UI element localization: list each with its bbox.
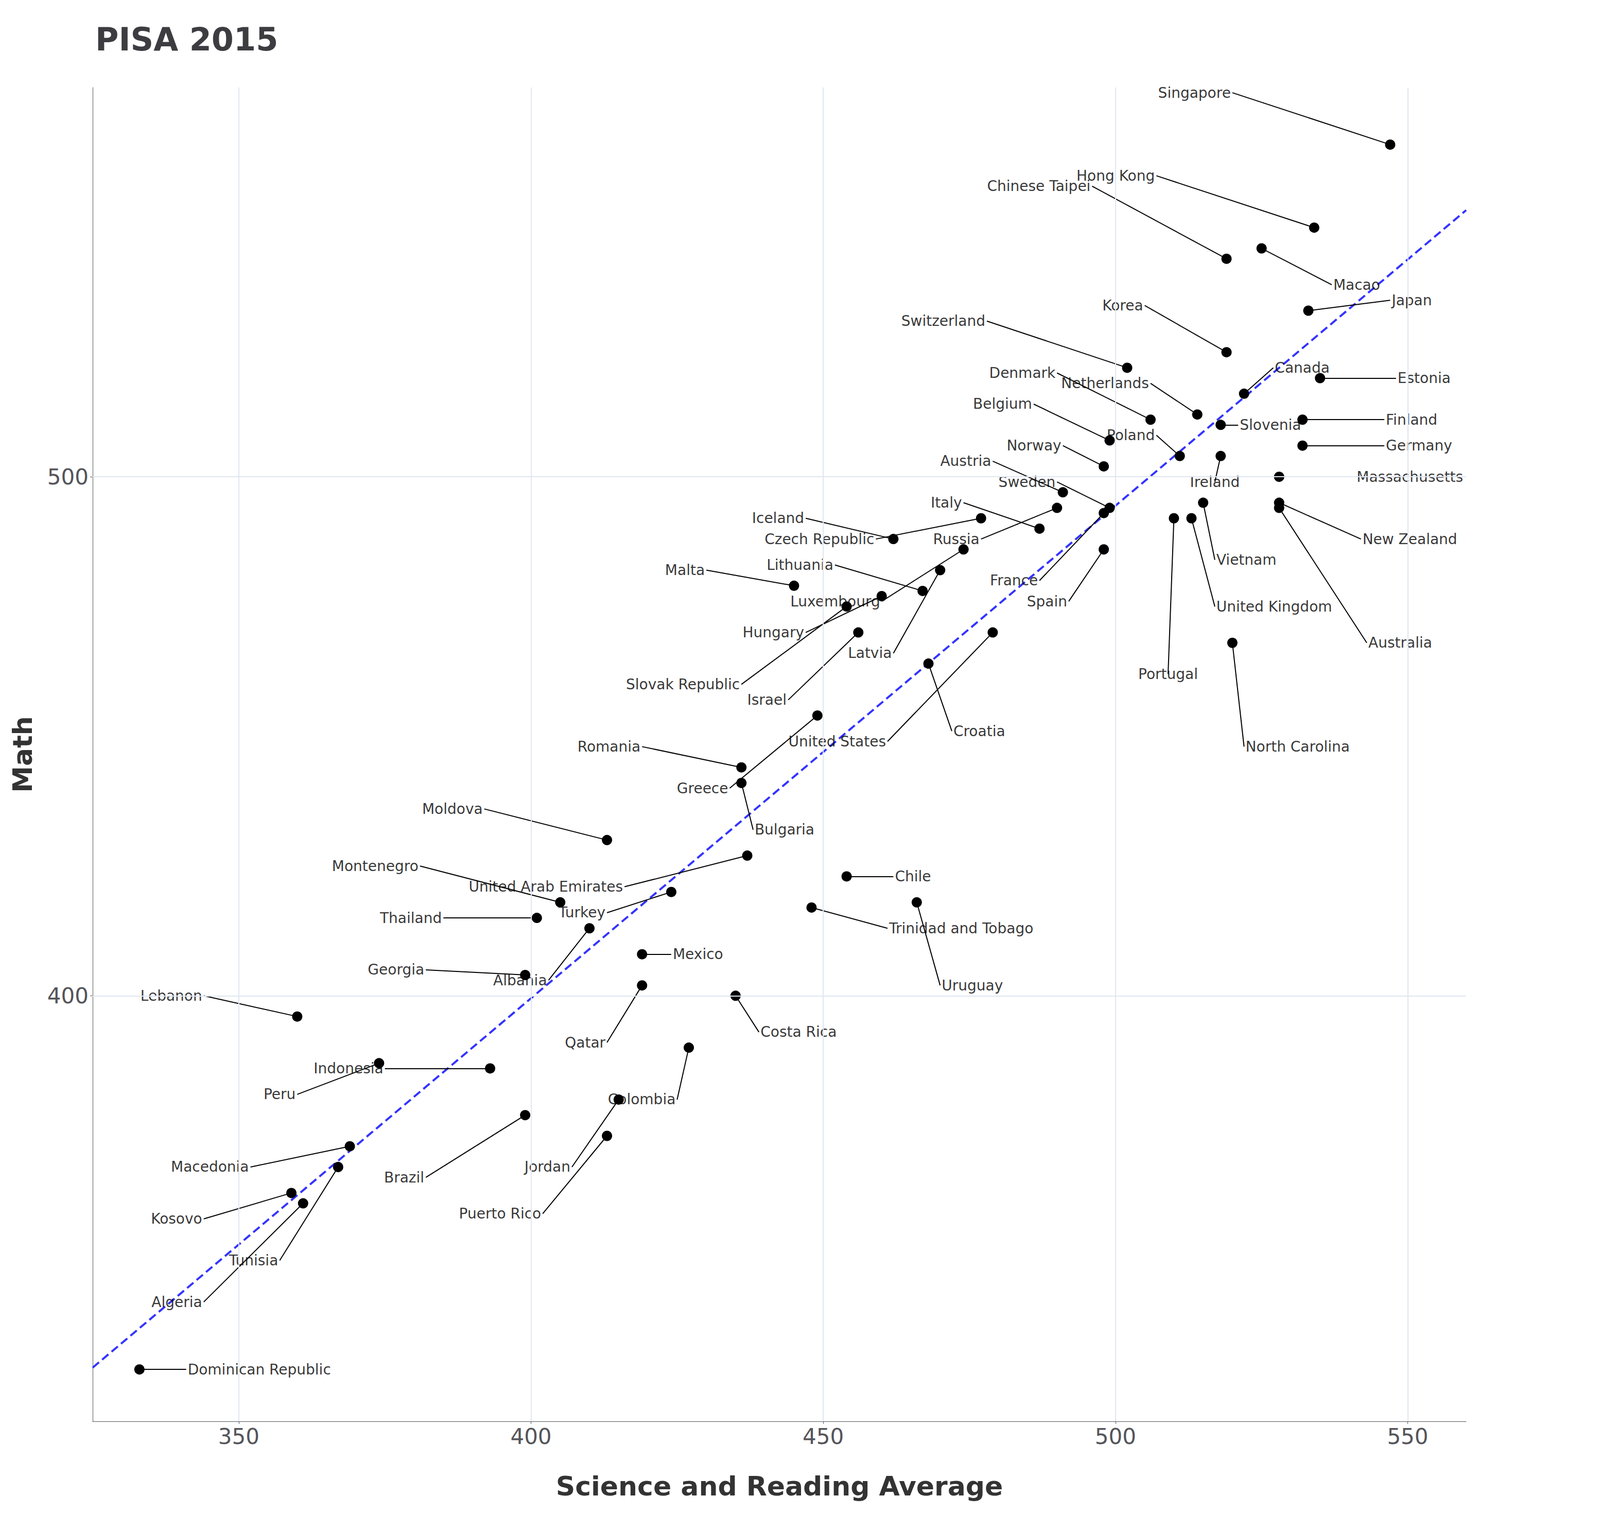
svg-text:Slovak Republic: Slovak Republic xyxy=(625,675,740,693)
svg-text:Mexico: Mexico xyxy=(672,945,724,963)
svg-text:Slovenia: Slovenia xyxy=(1239,416,1301,434)
svg-text:Macedonia: Macedonia xyxy=(170,1158,250,1176)
svg-text:Uruguay: Uruguay xyxy=(941,977,1003,995)
svg-text:450: 450 xyxy=(802,1423,844,1450)
svg-text:Ireland: Ireland xyxy=(1189,473,1240,491)
svg-text:Qatar: Qatar xyxy=(564,1034,606,1052)
svg-text:Montenegro: Montenegro xyxy=(332,857,419,875)
svg-text:Singapore: Singapore xyxy=(1158,84,1231,102)
svg-text:New Zealand: New Zealand xyxy=(1362,530,1458,548)
svg-text:Jordan: Jordan xyxy=(523,1158,571,1176)
svg-text:Moldova: Moldova xyxy=(422,800,483,818)
svg-text:Peru: Peru xyxy=(263,1085,296,1103)
svg-text:Canada: Canada xyxy=(1274,359,1330,377)
svg-text:Italy: Italy xyxy=(930,494,963,512)
svg-text:Luxembourg: Luxembourg xyxy=(790,593,881,611)
svg-text:Science and Reading Average: Science and Reading Average xyxy=(555,1470,1004,1502)
svg-text:Estonia: Estonia xyxy=(1397,369,1451,387)
svg-text:Belgium: Belgium xyxy=(972,395,1033,413)
svg-text:Greece: Greece xyxy=(676,779,729,797)
svg-text:Vietnam: Vietnam xyxy=(1216,551,1277,569)
svg-text:350: 350 xyxy=(218,1423,260,1450)
svg-text:United Arab Emirates: United Arab Emirates xyxy=(468,878,624,896)
svg-text:Albania: Albania xyxy=(493,971,548,989)
svg-text:PISA 2015: PISA 2015 xyxy=(95,20,278,59)
svg-text:Japan: Japan xyxy=(1390,291,1432,309)
svg-text:Sweden: Sweden xyxy=(998,473,1056,491)
svg-text:Finland: Finland xyxy=(1385,411,1438,429)
svg-text:Hungary: Hungary xyxy=(742,623,805,641)
svg-text:Turkey: Turkey xyxy=(558,903,606,921)
svg-text:France: France xyxy=(989,571,1038,589)
svg-text:Chinese Taipei: Chinese Taipei xyxy=(986,177,1091,195)
svg-text:Romania: Romania xyxy=(577,738,641,756)
svg-text:Netherlands: Netherlands xyxy=(1061,374,1150,392)
svg-text:Korea: Korea xyxy=(1102,297,1143,315)
svg-text:Tunisia: Tunisia xyxy=(228,1251,279,1269)
svg-text:Massachusetts: Massachusetts xyxy=(1356,468,1464,486)
svg-text:Indonesia: Indonesia xyxy=(313,1059,384,1077)
svg-text:Bulgaria: Bulgaria xyxy=(754,821,815,839)
svg-text:400: 400 xyxy=(510,1423,552,1450)
svg-text:Poland: Poland xyxy=(1106,426,1155,444)
svg-text:Austria: Austria xyxy=(940,452,991,470)
svg-text:400: 400 xyxy=(47,983,89,1009)
svg-text:Chile: Chile xyxy=(894,867,931,885)
svg-text:550: 550 xyxy=(1386,1423,1429,1450)
svg-text:Dominican Republic: Dominican Republic xyxy=(187,1361,332,1379)
svg-text:Switzerland: Switzerland xyxy=(901,312,986,330)
svg-text:Trinidad and Tobago: Trinidad and Tobago xyxy=(888,919,1034,937)
svg-text:Puerto Rico: Puerto Rico xyxy=(459,1205,542,1223)
svg-text:Russia: Russia xyxy=(933,530,980,548)
svg-text:United Kingdom: United Kingdom xyxy=(1216,598,1333,616)
svg-text:Costa Rica: Costa Rica xyxy=(760,1023,837,1041)
svg-text:Australia: Australia xyxy=(1368,634,1433,652)
svg-text:Georgia: Georgia xyxy=(367,961,425,979)
svg-text:Brazil: Brazil xyxy=(384,1169,425,1187)
svg-text:Math: Math xyxy=(7,716,39,793)
svg-text:Lithuania: Lithuania xyxy=(766,556,834,574)
svg-text:Czech Republic: Czech Republic xyxy=(764,530,875,548)
svg-text:Portugal: Portugal xyxy=(1138,665,1198,683)
svg-text:Iceland: Iceland xyxy=(752,509,805,527)
svg-text:Spain: Spain xyxy=(1027,593,1068,611)
svg-text:Denmark: Denmark xyxy=(989,364,1056,382)
svg-text:Thailand: Thailand xyxy=(379,909,442,927)
svg-text:500: 500 xyxy=(47,464,89,490)
svg-text:Kosovo: Kosovo xyxy=(150,1210,203,1228)
svg-text:Macao: Macao xyxy=(1333,276,1381,294)
svg-text:Croatia: Croatia xyxy=(953,722,1006,740)
svg-text:Lebanon: Lebanon xyxy=(140,987,203,1005)
svg-text:Malta: Malta xyxy=(665,561,705,579)
svg-text:North Carolina: North Carolina xyxy=(1245,738,1350,756)
svg-text:Israel: Israel xyxy=(746,691,787,709)
svg-text:Latvia: Latvia xyxy=(847,644,892,662)
svg-text:Colombia: Colombia xyxy=(607,1090,676,1108)
svg-text:500: 500 xyxy=(1094,1423,1137,1450)
svg-text:United States: United States xyxy=(788,733,886,751)
svg-text:Norway: Norway xyxy=(1006,437,1062,455)
svg-text:Germany: Germany xyxy=(1385,437,1453,455)
svg-text:Algeria: Algeria xyxy=(151,1293,202,1311)
